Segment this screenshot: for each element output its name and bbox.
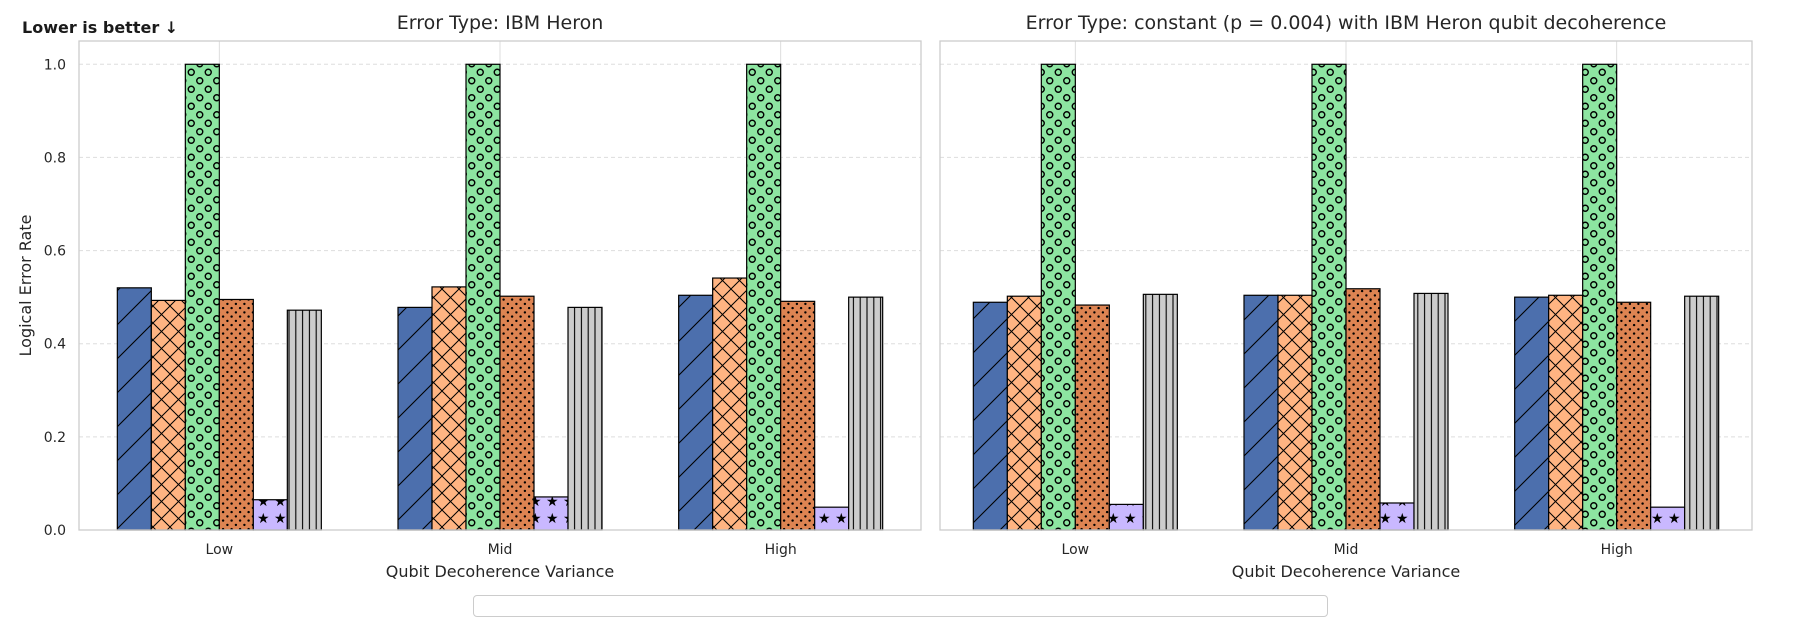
- y-tick-label: 0.0: [44, 523, 66, 539]
- bar-hatch-series-3-low: [1040, 63, 1076, 531]
- bar-hatch-series-4-high: [780, 300, 816, 531]
- bar-hatch-series-6-high: [1684, 295, 1720, 531]
- x-tick-label: Low: [1062, 542, 1090, 558]
- bar-hatch-series-4-low: [1074, 304, 1110, 531]
- bar-hatch-series-2-mid: [431, 286, 467, 531]
- bar-hatch-series-4-high: [1616, 301, 1652, 531]
- bar-hatch-series-6-mid: [567, 306, 603, 531]
- bar-hatch-series-5-high: [814, 506, 850, 531]
- y-tick-label: 0.6: [44, 244, 66, 260]
- bar-hatch-series-1-high: [678, 294, 714, 531]
- plot-frame: [78, 40, 922, 531]
- bar-hatch-series-3-mid: [1311, 63, 1347, 531]
- bar-hatch-series-1-low: [116, 287, 152, 531]
- chart-title: Error Type: IBM Heron: [397, 12, 604, 34]
- y-tick-label: 0.4: [44, 337, 66, 353]
- bar-hatch-series-5-mid: [533, 496, 569, 531]
- bar-hatch-series-3-mid: [465, 63, 501, 531]
- bar-hatch-series-6-low: [1142, 293, 1178, 531]
- x-axis-label: Qubit Decoherence Variance: [386, 562, 614, 581]
- bar-hatch-series-5-low: [252, 499, 288, 531]
- bar-hatch-series-1-high: [1514, 296, 1550, 531]
- plot-frame: [939, 40, 1753, 531]
- bar-hatch-series-3-high: [1582, 63, 1618, 531]
- x-tick-label: High: [1601, 542, 1633, 558]
- bar-hatch-series-2-low: [150, 299, 186, 531]
- legend-box: [473, 595, 1328, 617]
- bar-hatch-series-5-low: [1108, 503, 1144, 531]
- bar-hatch-series-2-high: [712, 277, 748, 531]
- x-tick-label: Low: [206, 542, 234, 558]
- bar-hatch-series-2-high: [1548, 294, 1584, 531]
- bar-hatch-series-3-low: [184, 63, 220, 531]
- x-tick-label: High: [765, 542, 797, 558]
- bar-hatch-series-1-mid: [1243, 294, 1279, 531]
- bar-hatch-series-2-mid: [1277, 294, 1313, 531]
- bar-hatch-series-1-mid: [397, 306, 433, 531]
- y-tick-label: 1.0: [44, 57, 66, 73]
- bar-hatch-series-6-mid: [1413, 292, 1449, 531]
- y-tick-label: 0.8: [44, 150, 66, 166]
- x-tick-label: Mid: [488, 542, 513, 558]
- bar-hatch-series-4-mid: [499, 295, 535, 531]
- y-axis-label: Logical Error Rate: [16, 215, 35, 357]
- bar-hatch-series-4-mid: [1345, 288, 1381, 531]
- chart-title: Error Type: constant (p = 0.004) with IB…: [1026, 12, 1667, 34]
- bar-hatch-series-6-high: [848, 296, 884, 531]
- lower-is-better-note: Lower is better ↓: [22, 18, 179, 37]
- bar-hatch-series-5-high: [1650, 506, 1686, 531]
- bar-hatch-series-2-low: [1006, 295, 1042, 531]
- bar-hatch-series-6-low: [286, 309, 322, 531]
- bar-hatch-series-4-low: [218, 298, 254, 531]
- bar-hatch-series-5-mid: [1379, 502, 1415, 531]
- y-tick-label: 0.2: [44, 430, 66, 446]
- bar-hatch-series-3-high: [746, 63, 782, 531]
- bar-hatch-series-1-low: [972, 301, 1008, 531]
- x-tick-label: Mid: [1334, 542, 1359, 558]
- x-axis-label: Qubit Decoherence Variance: [1232, 562, 1460, 581]
